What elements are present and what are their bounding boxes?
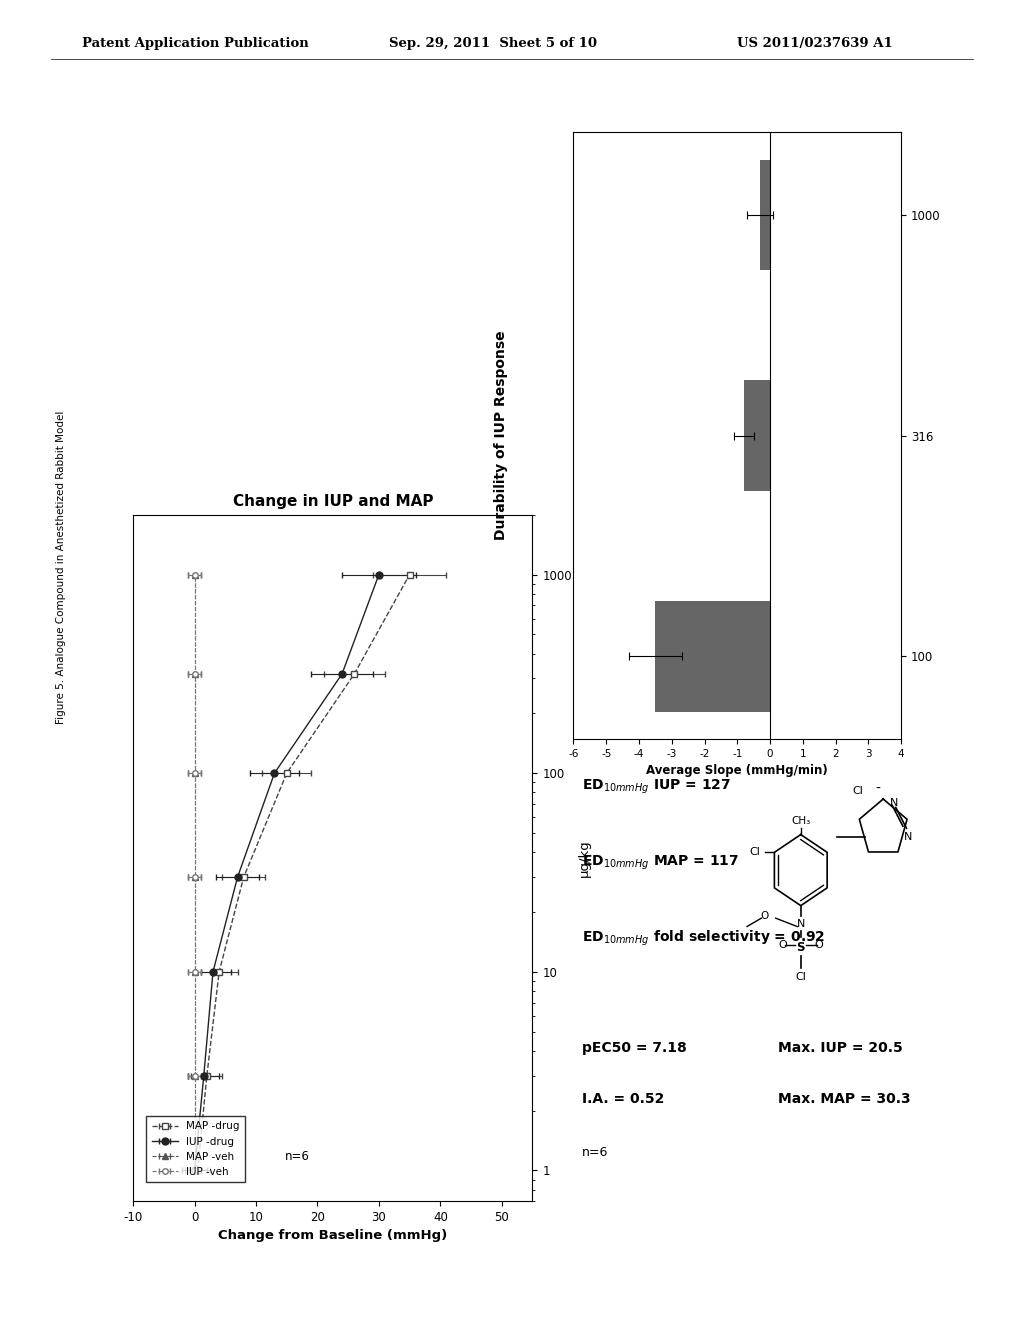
Text: ED$_{10mmHg}$ MAP = 117: ED$_{10mmHg}$ MAP = 117 [582,853,738,871]
Text: ED$_{10mmHg}$ fold selectivity = 0.92: ED$_{10mmHg}$ fold selectivity = 0.92 [582,929,825,948]
Bar [743,380,770,491]
Text: O: O [761,911,769,921]
Text: Patent Application Publication: Patent Application Publication [82,37,308,50]
Text: Cl: Cl [750,847,760,857]
Text: Cl: Cl [796,972,806,982]
Text: I.A. = 0.52: I.A. = 0.52 [582,1093,664,1106]
Title: Change in IUP and MAP: Change in IUP and MAP [232,495,433,510]
Text: Max. MAP = 30.3: Max. MAP = 30.3 [778,1093,911,1106]
Text: Sep. 29, 2011  Sheet 5 of 10: Sep. 29, 2011 Sheet 5 of 10 [389,37,597,50]
Text: n=6: n=6 [285,1150,309,1163]
Legend: MAP -drug, IUP -drug, MAP -veh, IUP -veh: MAP -drug, IUP -drug, MAP -veh, IUP -veh [146,1117,245,1183]
Text: N: N [890,799,898,808]
Text: N: N [904,832,912,842]
Y-axis label: µg/kg: µg/kg [578,840,591,876]
Text: Durability of IUP Response: Durability of IUP Response [495,331,508,540]
Text: Cl: Cl [853,785,863,796]
X-axis label: Change from Baseline (mmHg): Change from Baseline (mmHg) [218,1229,447,1242]
Text: n=6: n=6 [582,1146,608,1159]
Text: pEC50 = 7.18: pEC50 = 7.18 [582,1040,686,1055]
Bar [655,601,770,711]
Text: CH₃: CH₃ [792,816,810,826]
Text: ED$_{10mmHg}$ IUP = 127: ED$_{10mmHg}$ IUP = 127 [582,777,730,796]
Text: Max. IUP = 20.5: Max. IUP = 20.5 [778,1040,903,1055]
Text: O: O [778,940,787,950]
Text: Figure 5. Analogue Compound in Anesthetized Rabbit Model: Figure 5. Analogue Compound in Anestheti… [56,411,67,725]
Bar [760,160,770,271]
Text: O: O [814,940,823,950]
Text: -: - [876,781,881,796]
Text: N: N [797,920,805,929]
X-axis label: Average Slope (mmHg/min): Average Slope (mmHg/min) [646,764,828,777]
Text: US 2011/0237639 A1: US 2011/0237639 A1 [737,37,893,50]
Text: S: S [797,941,805,954]
